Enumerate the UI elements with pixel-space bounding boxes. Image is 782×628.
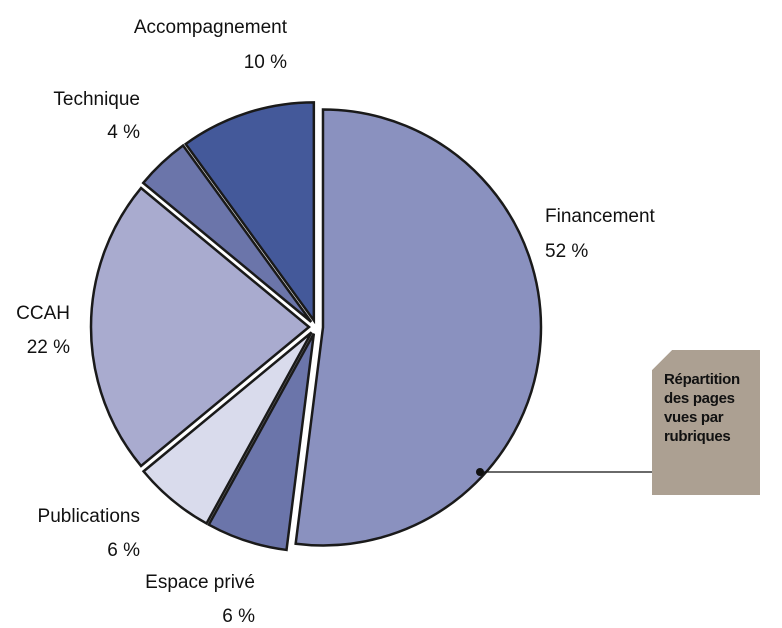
- slice-value-label: 22 %: [27, 337, 70, 358]
- pie-slice: [141, 143, 313, 323]
- slice-value-label: 4 %: [107, 122, 140, 143]
- slice-label: Technique: [53, 89, 140, 110]
- slice-value-label: 6 %: [222, 606, 255, 627]
- slice-label: Financement: [545, 206, 656, 227]
- slice-value-label: 52 %: [545, 241, 588, 262]
- slice-value-label: 10 %: [244, 52, 287, 73]
- pie-slice: [183, 101, 316, 325]
- annotation-fold: [652, 350, 672, 370]
- pie-slice: [207, 333, 316, 552]
- pie-slice: [141, 331, 313, 526]
- pie-slice: [294, 108, 543, 547]
- slice-label: Publications: [38, 506, 140, 527]
- annotation-box: [652, 350, 760, 495]
- annotation-dot: [476, 468, 484, 476]
- annotation: Répartition des pages vues par rubriques: [664, 371, 740, 445]
- slice-label: CCAH: [16, 303, 70, 324]
- pie-slice: [89, 186, 311, 468]
- slice-label: Accompagnement: [134, 17, 288, 38]
- slice-value-label: 6 %: [107, 540, 140, 561]
- slice-label: Espace privé: [145, 572, 255, 593]
